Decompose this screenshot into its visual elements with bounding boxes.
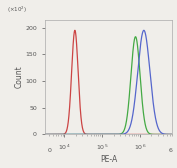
X-axis label: PE-A: PE-A: [100, 155, 117, 164]
Y-axis label: Count: Count: [15, 66, 24, 88]
Text: $(\times10^2)$: $(\times10^2)$: [7, 5, 27, 15]
Text: 6: 6: [169, 148, 173, 153]
Text: 0: 0: [48, 148, 52, 153]
